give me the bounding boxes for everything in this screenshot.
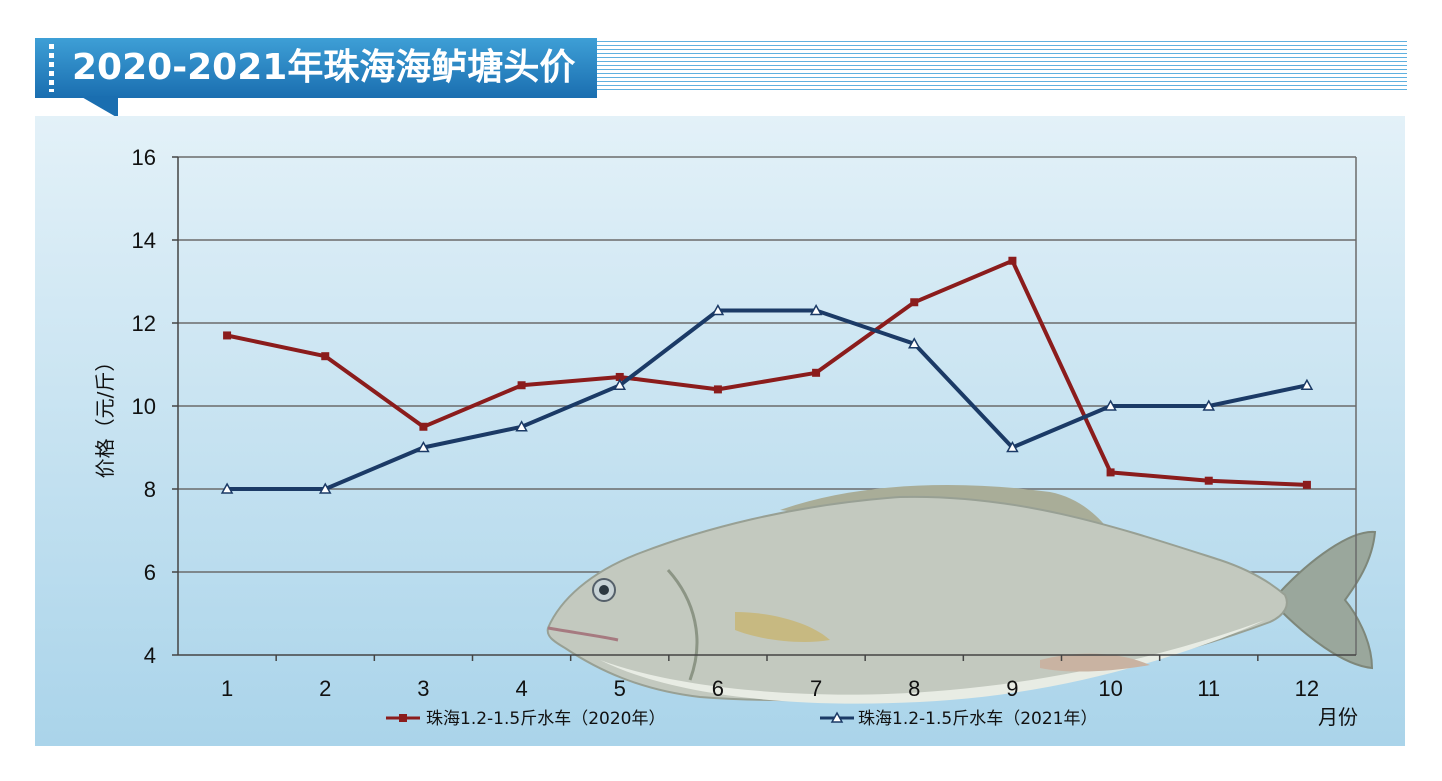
data-point-s1-3: [417, 440, 430, 453]
data-point-s0-7: [812, 368, 821, 377]
x-axis-tick-labels: 1 2 3 4 5 6 7 8 9 10 11 12: [221, 676, 1319, 701]
chart-title: 2020-2021年珠海海鲈塘头价: [72, 47, 576, 88]
x-tick-label-11: 11: [1197, 676, 1220, 701]
series-1: [220, 304, 1314, 494]
series-line-1: [227, 308, 1308, 491]
data-point-s1-7: [809, 304, 823, 316]
data-point-s1-8: [907, 337, 921, 349]
data-point-s0-6: [713, 385, 722, 394]
title-banner-dots: [49, 44, 54, 92]
x-tick-label-7: 7: [810, 676, 822, 701]
y-axis-tick-labels: 4 6 8 10 12 14 16: [132, 145, 156, 668]
y-tick-label-4: 4: [144, 643, 156, 668]
x-tick-label-9: 9: [1006, 676, 1018, 701]
data-point-s1-2: [318, 482, 332, 494]
legend-label-2021: 珠海1.2-1.5斤水车（2021年）: [858, 709, 1097, 729]
data-point-s0-4: [517, 381, 526, 390]
y-tick-label-8: 8: [144, 477, 156, 502]
legend-label-2020: 珠海1.2-1.5斤水车（2020年）: [426, 709, 665, 729]
fish-pectoral-fin: [735, 612, 830, 642]
title-banner: [35, 38, 597, 98]
data-point-s0-10: [1106, 468, 1115, 477]
x-tick-label-10: 10: [1098, 676, 1122, 701]
data-point-s0-5: [615, 372, 624, 381]
data-point-s1-12: [1300, 378, 1314, 390]
fish-pelvic-fin: [1040, 653, 1150, 672]
x-tick-label-12: 12: [1295, 676, 1319, 701]
y-tick-label-16: 16: [132, 145, 156, 170]
data-point-s1-10: [1104, 399, 1117, 411]
legend-marker-2020: [399, 714, 407, 722]
data-point-s0-2: [321, 352, 330, 361]
x-tick-label-8: 8: [908, 676, 920, 701]
data-series: [220, 256, 1314, 494]
x-axis-label: 月份: [1318, 705, 1358, 729]
x-tick-label-4: 4: [515, 676, 527, 701]
fish-tail: [1279, 530, 1377, 670]
x-tick-label-6: 6: [712, 676, 724, 701]
legend-marker-2021: [830, 711, 844, 723]
data-point-s0-8: [910, 298, 919, 307]
data-point-s1-6: [711, 304, 725, 316]
x-tick-label-1: 1: [221, 676, 233, 701]
y-tick-label-14: 14: [132, 228, 156, 253]
data-point-s1-9: [1006, 440, 1019, 453]
plot-frame: [172, 156, 1357, 661]
y-tick-label-12: 12: [132, 311, 156, 336]
y-tick-label-10: 10: [132, 394, 156, 419]
data-point-s0-9: [1008, 256, 1017, 265]
fish-body: [546, 495, 1288, 702]
fish-gill-cover: [666, 568, 699, 681]
fish-pupil: [599, 585, 609, 595]
series-0: [223, 256, 1311, 489]
title-banner-tail: [80, 96, 118, 118]
data-point-s1-1: [220, 482, 234, 494]
series-line-0: [226, 258, 1307, 487]
data-point-s0-3: [419, 422, 428, 431]
data-point-s1-5: [613, 378, 627, 390]
data-point-s0-1: [223, 331, 232, 340]
title-stripe-decoration: [597, 41, 1407, 91]
legend: 珠海1.2-1.5斤水车（2020年） 珠海1.2-1.5斤水车（2021年）: [386, 709, 1097, 729]
data-point-s1-4: [515, 420, 528, 432]
x-tick-label-3: 3: [417, 676, 429, 701]
data-point-s0-12: [1302, 480, 1311, 489]
data-point-s0-11: [1204, 476, 1213, 485]
y-tick-label-6: 6: [144, 560, 156, 585]
x-tick-label-5: 5: [614, 676, 626, 701]
gridlines: [178, 156, 1356, 573]
y-axis-label: 价格（元/斤）: [93, 352, 117, 479]
fish-mouth: [547, 626, 619, 642]
x-tick-label-2: 2: [319, 676, 331, 701]
sea-bass-fish-illustration: [546, 485, 1377, 704]
data-point-s1-11: [1202, 399, 1216, 411]
